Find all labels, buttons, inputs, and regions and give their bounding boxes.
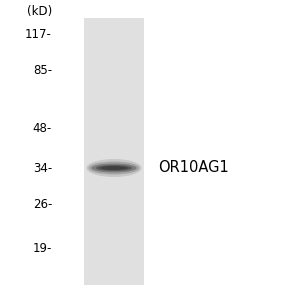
Text: 117-: 117- <box>25 28 52 41</box>
Text: 26-: 26- <box>33 199 52 212</box>
Text: 48-: 48- <box>33 122 52 134</box>
Ellipse shape <box>100 166 127 170</box>
Text: (kD): (kD) <box>27 5 52 19</box>
Ellipse shape <box>96 165 132 171</box>
Ellipse shape <box>86 159 142 177</box>
Text: 19-: 19- <box>33 242 52 254</box>
Ellipse shape <box>88 161 140 175</box>
Ellipse shape <box>92 164 136 172</box>
Text: 34-: 34- <box>33 161 52 175</box>
Text: OR10AG1: OR10AG1 <box>158 160 229 175</box>
Text: 85-: 85- <box>33 64 52 76</box>
Bar <box>84 18 144 285</box>
